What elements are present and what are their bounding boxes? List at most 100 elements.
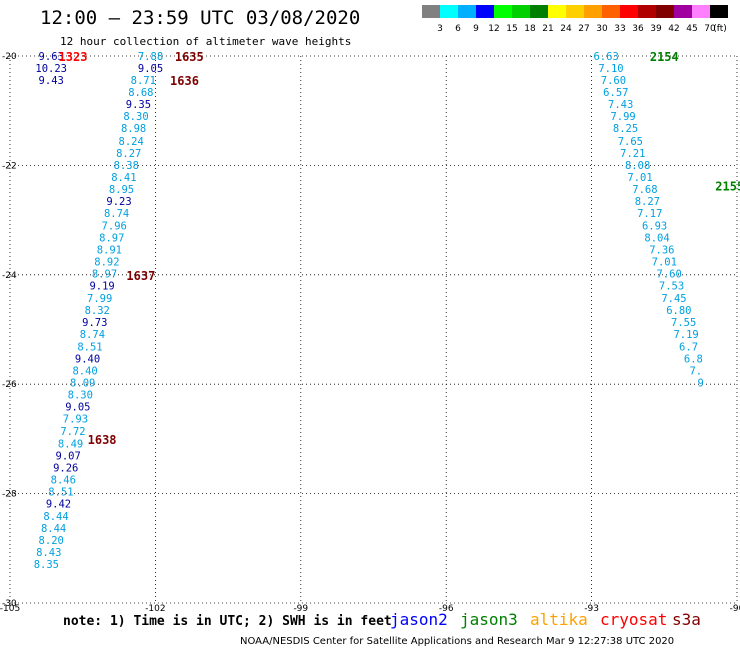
scale-swatch (566, 5, 584, 18)
scale-label: 27 (578, 24, 589, 34)
swh-value: 7.99 (87, 293, 112, 305)
time-labels: 1323 1635 1636 1637 1638 2154 2155 (59, 50, 740, 447)
swh-value: 7.17 (637, 208, 662, 220)
y-tick-label: -20 (2, 52, 17, 62)
scale-label: 45 (686, 24, 697, 34)
swh-value: 7.53 (659, 281, 684, 293)
time-label: 1636 (170, 74, 199, 88)
satellite-legend: jason2 jason3 altika cryosat s3a (390, 610, 701, 629)
swh-value: 7.01 (627, 172, 652, 184)
scale-swatch (638, 5, 656, 18)
scale-swatch (476, 5, 494, 18)
scale-label: 24 (560, 24, 572, 34)
swh-value: 7.01 (652, 257, 677, 269)
swh-value: 8.44 (41, 523, 66, 535)
scale-swatch (440, 5, 458, 18)
scale-label: 42 (668, 24, 679, 34)
scale-label: 39 (650, 24, 662, 34)
x-tick-label: -102 (145, 604, 165, 614)
swh-value: 8.30 (123, 111, 148, 123)
swh-value: 8.27 (635, 196, 660, 208)
swh-value: 8.98 (121, 123, 146, 135)
swh-value: 9.63 (39, 51, 64, 63)
swh-value: 8.40 (72, 366, 97, 378)
swh-value: 7.36 (649, 245, 674, 257)
time-label: 1635 (175, 50, 204, 64)
scale-swatch (548, 5, 566, 18)
swh-value: 8.32 (85, 305, 110, 317)
swh-value: 8.24 (119, 136, 144, 148)
swh-value: 9.19 (89, 281, 114, 293)
swh-value: 8.97 (92, 269, 117, 281)
time-label: 1638 (88, 433, 117, 447)
swh-value: 6.57 (603, 87, 628, 99)
swh-value: 9.42 (46, 498, 71, 510)
swh-value: 9.26 (53, 462, 78, 474)
swh-value: 8.92 (94, 257, 119, 269)
footnote: note: 1) Time is in UTC; 2) SWH is in fe… (63, 614, 392, 629)
swh-value: 8.51 (48, 486, 73, 498)
scale-label: 21 (542, 24, 553, 34)
y-tick-label: -26 (2, 380, 17, 390)
swh-value: 8.30 (68, 390, 93, 402)
time-label: 1637 (126, 269, 155, 283)
scale-swatch (656, 5, 674, 18)
axis-ticks: -105 -102 -99 -96 -93 -90 -30 -28 -26 -24 -22 -20 (0, 52, 740, 614)
swh-value: 9.05 (138, 63, 163, 75)
satellite-jason2: jason2 (390, 610, 448, 629)
swh-value: 8.04 (644, 233, 669, 245)
swh-value: 9.07 (56, 450, 81, 462)
swh-value: 8.27 (116, 148, 141, 160)
chart-title: 12:00 – 23:59 UTC 03/08/2020 (40, 7, 360, 29)
swh-value: 8.91 (97, 245, 122, 257)
scale-unit: (ft) (713, 24, 727, 34)
swh-value: 9.40 (75, 353, 100, 365)
scale-label: 6 (455, 24, 461, 34)
y-tick-label: -24 (2, 271, 17, 281)
scale-label: 12 (488, 24, 499, 34)
swh-value: 8.08 (625, 160, 650, 172)
swh-value: 8.46 (51, 474, 76, 486)
swh-value: 7.60 (601, 75, 626, 87)
y-tick-label: -22 (2, 161, 17, 171)
scale-swatch (530, 5, 548, 18)
scale-label: 18 (524, 24, 536, 34)
swh-value: 7.60 (656, 269, 681, 281)
swh-value: 8.68 (128, 87, 153, 99)
swh-value: 8.43 (36, 547, 61, 559)
scale-label: 33 (614, 24, 625, 34)
swh-value: 6.63 (593, 51, 618, 63)
scale-label: 15 (506, 24, 517, 34)
swh-value: 8.49 (58, 438, 83, 450)
satellite-jason3: jason3 (460, 610, 518, 629)
scale-label: 30 (596, 24, 608, 34)
x-tick-label: -105 (0, 604, 20, 614)
color-scale-legend: 3 6 9 12 15 18 21 24 27 30 33 36 39 42 45 70(ft) (422, 5, 728, 34)
swh-value: 6.80 (666, 305, 691, 317)
swh-value: 8.97 (99, 233, 124, 245)
swh-value: 9.35 (126, 99, 151, 111)
scale-swatch (458, 5, 476, 18)
time-label: 2155 (715, 180, 740, 194)
chart-subtitle: 12 hour collection of altimeter wave hei… (60, 35, 351, 48)
scale-swatch (422, 5, 440, 18)
x-tick-label: -96 (439, 604, 454, 614)
swh-value: 7.10 (598, 63, 623, 75)
scale-label: 70 (704, 24, 716, 34)
swh-value: 8.25 (613, 123, 638, 135)
swh-value: 8.95 (109, 184, 134, 196)
swh-value: 6.8 (684, 353, 703, 365)
scale-swatch (602, 5, 620, 18)
swh-values: 9.6310.239.437.889.058.718.689.358.308.9… (34, 51, 704, 571)
swh-value: 7.96 (102, 221, 127, 233)
scale-label: 36 (632, 24, 644, 34)
time-label: 1323 (59, 50, 88, 64)
swh-value: 8.09 (70, 378, 95, 390)
credit-line: NOAA/NESDIS Center for Satellite Applica… (240, 636, 674, 647)
swh-value: 8.35 (34, 559, 59, 571)
y-tick-label: -30 (2, 599, 17, 609)
swh-value: 7.88 (138, 51, 163, 63)
swh-value: 7.65 (618, 136, 643, 148)
swh-value: 7.93 (63, 414, 88, 426)
scale-swatch (494, 5, 512, 18)
